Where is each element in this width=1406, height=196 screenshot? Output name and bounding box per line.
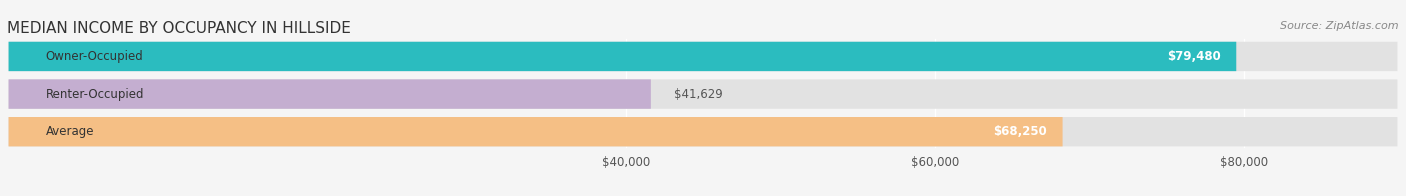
Text: $41,629: $41,629: [673, 88, 723, 101]
FancyBboxPatch shape: [8, 117, 1398, 146]
Text: MEDIAN INCOME BY OCCUPANCY IN HILLSIDE: MEDIAN INCOME BY OCCUPANCY IN HILLSIDE: [7, 21, 351, 36]
FancyBboxPatch shape: [8, 42, 1236, 71]
Text: $68,250: $68,250: [994, 125, 1047, 138]
Text: Source: ZipAtlas.com: Source: ZipAtlas.com: [1281, 21, 1399, 31]
FancyBboxPatch shape: [8, 79, 1398, 109]
FancyBboxPatch shape: [8, 117, 1063, 146]
FancyBboxPatch shape: [8, 79, 651, 109]
Text: Owner-Occupied: Owner-Occupied: [45, 50, 143, 63]
Text: Renter-Occupied: Renter-Occupied: [45, 88, 145, 101]
FancyBboxPatch shape: [8, 42, 1398, 71]
Text: $79,480: $79,480: [1167, 50, 1220, 63]
Text: Average: Average: [45, 125, 94, 138]
